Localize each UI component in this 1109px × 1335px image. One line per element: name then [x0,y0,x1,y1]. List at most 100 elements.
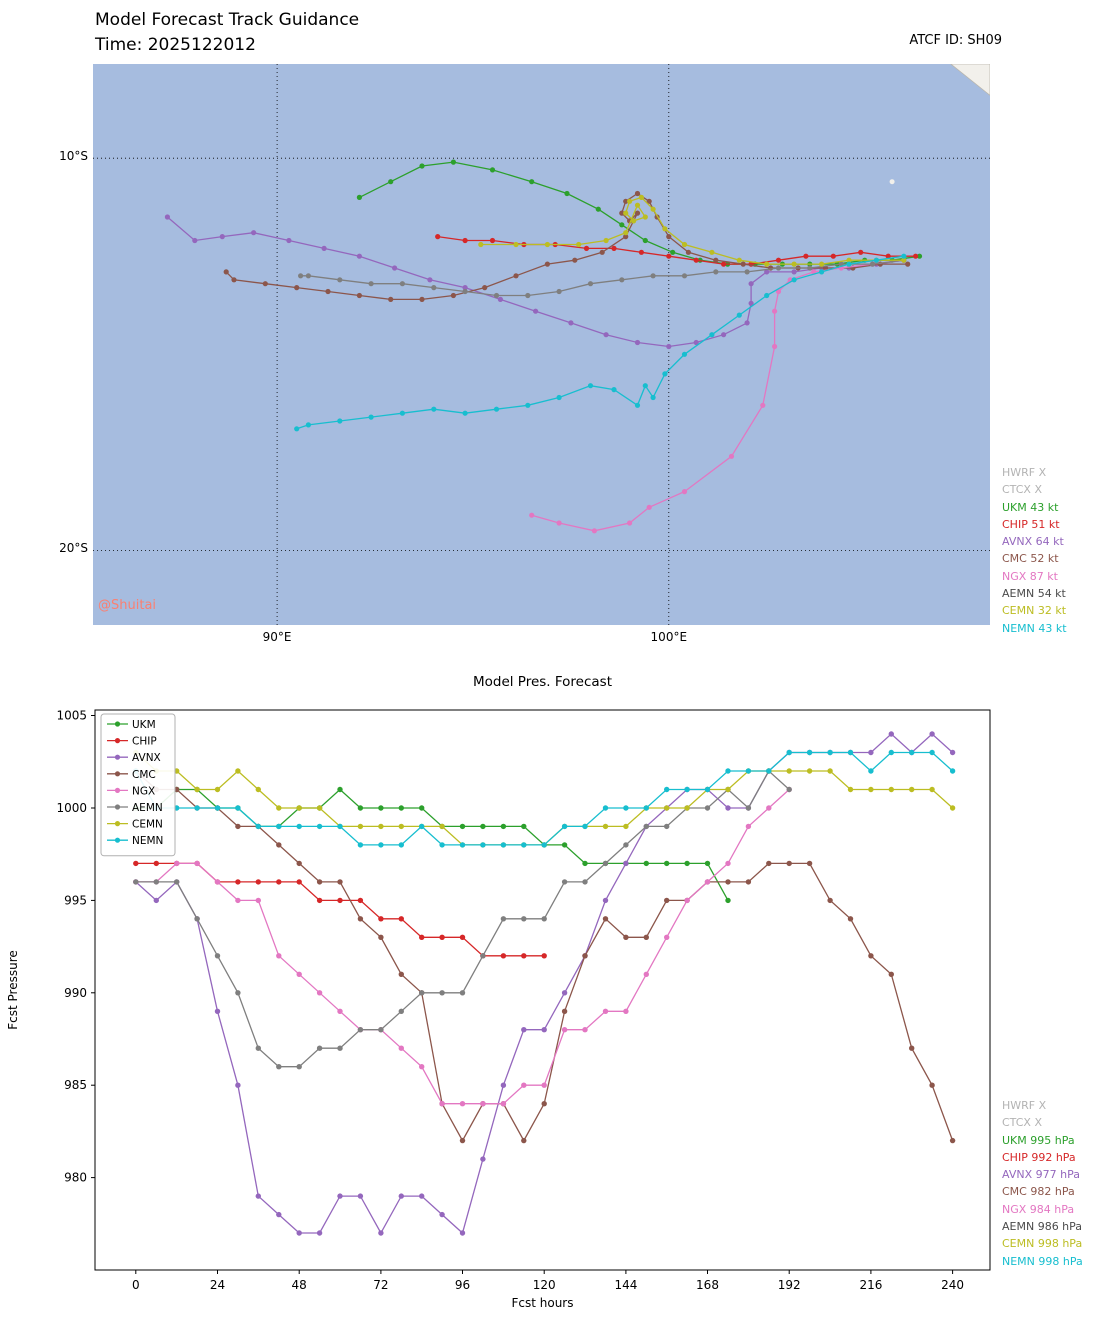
pressure-point-NGX [337,1008,343,1014]
pressure-point-CMC [276,842,282,848]
pressure-point-UKM [378,805,384,811]
track-point-AVNX [497,296,503,302]
pressure-point-AVNX [398,1193,404,1199]
track-point-AEMN [493,292,500,299]
x-tick-label: 192 [778,1278,801,1292]
pressure-point-CEMN [929,786,935,793]
pressure-point-AVNX [602,897,609,904]
track-point-CMC [482,285,488,291]
pressure-point-AVNX [276,1211,282,1218]
pressure-point-CMC [459,1137,466,1144]
track-point-NGX [627,520,633,526]
track-point-CMC [666,234,672,240]
pressure-point-NEMN [704,786,711,793]
pressure-point-NEMN [847,749,854,756]
pressure-point-CEMN [868,786,874,793]
pressure-point-NEMN [276,823,282,830]
track-point-AEMN [619,277,625,283]
track-point-AVNX [748,281,754,287]
legend-swatch-dot [114,804,121,810]
track-point-CEMN [603,237,609,244]
model-legend-entry: CTCX X [1002,483,1043,497]
track-point-AVNX [568,320,574,326]
pressure-point-NEMN [929,749,935,756]
pressure-point-NEMN [725,768,731,774]
track-point-AEMN [337,277,343,283]
pressure-point-NEMN [623,805,629,811]
track-point-CEMN [627,198,633,204]
pressure-point-NGX [296,971,302,977]
track-point-NEMN [662,371,668,377]
pressure-point-AVNX [888,731,894,737]
pressure-point-AEMN [500,916,507,922]
island [889,179,895,185]
pressure-point-NGX [725,860,731,867]
pressure-point-AEMN [561,879,568,885]
track-point-CMC [388,296,394,302]
legend-entry-label: CMC [132,769,156,781]
track-point-UKM [356,194,362,200]
track-point-NEMN [431,406,437,412]
track-point-CEMN [576,241,582,248]
pressure-point-AVNX [541,1027,547,1033]
pressure-point-CMC [521,1137,527,1144]
pressure-point-AVNX [296,1230,302,1236]
pressure-point-AEMN [623,842,629,848]
pressure-point-UKM [480,823,486,830]
pressure-point-NGX [255,897,261,904]
lon-tick-label: 90°E [262,630,292,644]
track-point-NGX [772,343,778,350]
y-tick-label: 980 [64,1171,87,1185]
pressure-point-NEMN [480,842,486,848]
pressure-point-NGX [561,1027,568,1033]
pressure-point-NGX [745,823,752,830]
y-axis-label: Fcst Pressure [6,950,20,1030]
model-legend-entry: CHIP 51 kt [1002,517,1060,531]
atcf-id-label: ATCF ID: SH09 [909,33,1002,48]
pressure-point-NEMN [664,786,670,793]
pressure-point-UKM [582,860,588,867]
x-axis-label: Fcst hours [511,1296,573,1310]
pressure-point-NGX [643,971,649,977]
pressure-point-CMC [786,860,792,867]
track-point-CEMN [478,241,484,248]
pressure-point-NGX [541,1082,547,1088]
track-point-NEMN [294,426,300,432]
track-point-CMC [325,288,331,295]
pressure-point-CHIP [133,860,139,867]
track-point-NEMN [525,402,531,408]
pressure-point-CEMN [602,823,609,830]
pressure-point-NEMN [357,842,364,848]
pressure-point-NGX [398,1045,404,1051]
track-point-NEMN [791,277,797,283]
pressure-point-NGX [582,1027,588,1033]
track-point-CMC [294,285,300,291]
pressure-point-NEMN [500,842,507,848]
track-point-AVNX [286,237,292,244]
track-point-NEMN [611,387,617,393]
pressure-point-CEMN [909,786,915,793]
track-point-CHIP [462,237,468,244]
pressure-point-AVNX [949,749,956,756]
track-point-NEMN [709,332,715,338]
pressure-point-AEMN [153,879,159,885]
pressure-point-CMC [725,879,731,885]
track-point-CMC [223,269,229,275]
pressure-point-NGX [174,860,180,867]
pressure-point-CMC [582,953,588,959]
track-point-UKM [450,159,456,165]
track-point-AVNX [603,332,609,338]
track-point-NGX [772,308,778,314]
pressure-point-AVNX [623,860,629,867]
track-point-AVNX [321,245,327,251]
track-point-NEMN [846,261,852,267]
model-legend-entry: HWRF X [1002,466,1047,479]
pressure-point-NEMN [459,842,466,848]
track-point-UKM [489,167,496,173]
track-point-AEMN [298,273,304,279]
track-point-NEMN [587,383,594,389]
pressure-point-AEMN [480,953,486,959]
pressure-point-NEMN [541,842,547,848]
legend-box [100,713,176,857]
legend-swatch-dot [114,738,121,744]
